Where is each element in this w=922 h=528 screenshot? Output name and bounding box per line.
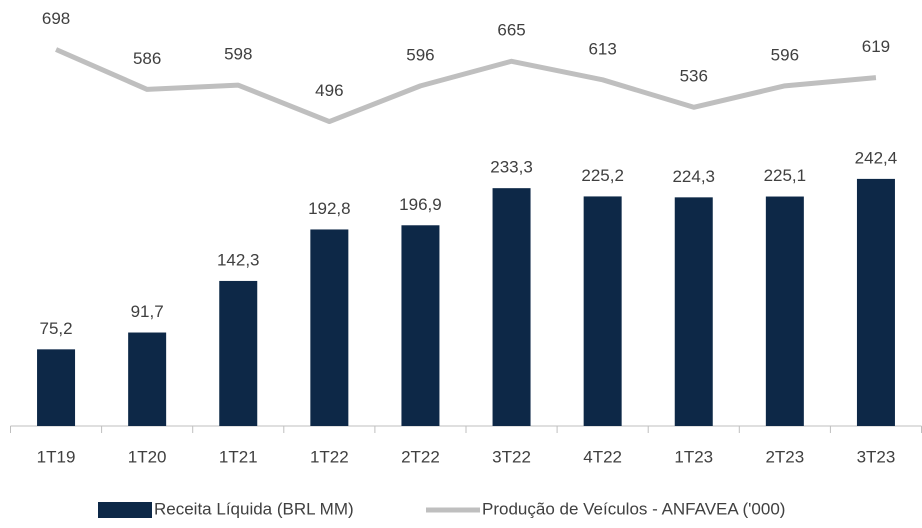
bar bbox=[583, 196, 622, 426]
data-label: 586 bbox=[133, 49, 161, 68]
data-label: 613 bbox=[588, 39, 616, 58]
bar bbox=[310, 229, 349, 426]
data-label: 224,3 bbox=[672, 167, 715, 186]
bar bbox=[492, 188, 531, 426]
x-tick-label: 1T23 bbox=[674, 447, 713, 466]
legend-swatch bbox=[98, 502, 152, 518]
x-tick-label: 1T21 bbox=[219, 447, 258, 466]
data-label: 242,4 bbox=[855, 148, 898, 167]
data-label: 596 bbox=[406, 45, 434, 64]
data-label: 196,9 bbox=[399, 195, 442, 214]
x-tick-label: 2T22 bbox=[401, 447, 440, 466]
x-tick-label: 1T19 bbox=[37, 447, 76, 466]
bar bbox=[765, 196, 804, 426]
data-label: 225,1 bbox=[764, 166, 807, 185]
legend-label: Receita Líquida (BRL MM) bbox=[154, 499, 354, 518]
bar bbox=[219, 280, 258, 426]
line bbox=[55, 47, 877, 125]
bar bbox=[128, 332, 167, 426]
data-label: 225,2 bbox=[581, 166, 624, 185]
data-label: 192,8 bbox=[308, 199, 351, 218]
bar bbox=[37, 349, 76, 426]
bar bbox=[674, 197, 713, 426]
data-label: 598 bbox=[224, 45, 252, 64]
data-label: 496 bbox=[315, 81, 343, 100]
data-label: 233,3 bbox=[490, 158, 533, 177]
bar bbox=[856, 178, 895, 426]
data-label: 91,7 bbox=[131, 302, 164, 321]
bar bbox=[401, 225, 440, 426]
x-tick-label: 1T20 bbox=[128, 447, 167, 466]
x-tick-label: 4T22 bbox=[583, 447, 622, 466]
data-label: 619 bbox=[862, 37, 890, 56]
x-tick-label: 2T23 bbox=[765, 447, 804, 466]
data-label: 665 bbox=[497, 21, 525, 40]
legend-label: Produção de Veículos - ANFAVEA ('000) bbox=[482, 499, 785, 518]
data-label: 536 bbox=[680, 67, 708, 86]
data-label: 142,3 bbox=[217, 250, 260, 269]
data-label: 596 bbox=[771, 45, 799, 64]
x-tick-label: 1T22 bbox=[310, 447, 349, 466]
x-tick-label: 3T23 bbox=[857, 447, 896, 466]
x-tick-label: 3T22 bbox=[492, 447, 531, 466]
data-label: 75,2 bbox=[40, 319, 73, 338]
data-label: 698 bbox=[42, 9, 70, 28]
